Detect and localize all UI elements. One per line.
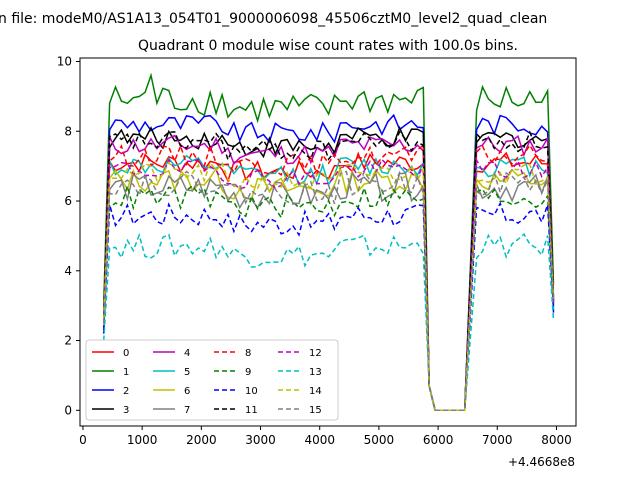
series-line-14 (102, 161, 555, 412)
x-axis-offset-label: +4.4668e8 (508, 455, 575, 469)
plot-lines (102, 72, 555, 412)
y-axis: 0 2 4 6 8 10 (57, 54, 80, 417)
legend-box (85, 339, 339, 421)
legend-label-13: 13 (309, 367, 322, 378)
series-line-2 (102, 113, 555, 412)
legend-label-1: 1 (123, 367, 129, 378)
x-tick-label: 2000 (186, 433, 217, 447)
legend-label-11: 11 (245, 405, 258, 416)
x-tick-label: 4000 (304, 433, 335, 447)
legend-label-2: 2 (123, 386, 129, 397)
series-line-15 (102, 170, 555, 412)
series-line-8 (102, 143, 555, 412)
y-tick-label: 8 (64, 124, 72, 138)
x-tick-label: 1000 (127, 433, 158, 447)
x-tick-label: 8000 (541, 433, 572, 447)
y-tick-label: 10 (57, 54, 72, 68)
x-tick-label: 6000 (423, 433, 454, 447)
x-tick-label: 3000 (245, 433, 276, 447)
legend-label-0: 0 (123, 348, 129, 359)
figure-suptitle: n file: modeM0/AS1A13_054T01_9000006098_… (0, 11, 547, 27)
legend-label-8: 8 (245, 348, 251, 359)
y-tick-label: 4 (64, 264, 72, 278)
plot-frame (79, 57, 577, 427)
legend-label-9: 9 (245, 367, 251, 378)
chart-title: Quadrant 0 module wise count rates with … (138, 38, 518, 54)
legend-label-7: 7 (184, 405, 190, 416)
legend-label-12: 12 (309, 348, 322, 359)
series-line-4 (102, 134, 555, 412)
legend-label-15: 15 (309, 405, 322, 416)
x-tick-label: 7000 (482, 433, 513, 447)
series-line-11 (102, 130, 555, 412)
x-tick-label: 0 (79, 433, 87, 447)
legend-label-10: 10 (245, 386, 258, 397)
x-tick-label: 5000 (364, 433, 395, 447)
legend-label-3: 3 (123, 405, 129, 416)
series-line-12 (102, 157, 555, 412)
x-axis: 0 1000 2000 3000 4000 5000 6000 7000 8000 (79, 426, 572, 447)
legend-label-6: 6 (184, 386, 190, 397)
y-tick-label: 0 (64, 403, 72, 417)
series-line-1 (102, 72, 555, 412)
legend-label-5: 5 (184, 367, 190, 378)
series-line-10 (102, 201, 555, 412)
series-line-9 (102, 183, 555, 412)
legend-label-14: 14 (309, 386, 322, 397)
series-line-13 (102, 232, 555, 412)
series-line-5 (102, 154, 555, 412)
y-tick-label: 2 (64, 334, 72, 348)
y-tick-label: 6 (64, 194, 72, 208)
legend-label-4: 4 (184, 348, 190, 359)
